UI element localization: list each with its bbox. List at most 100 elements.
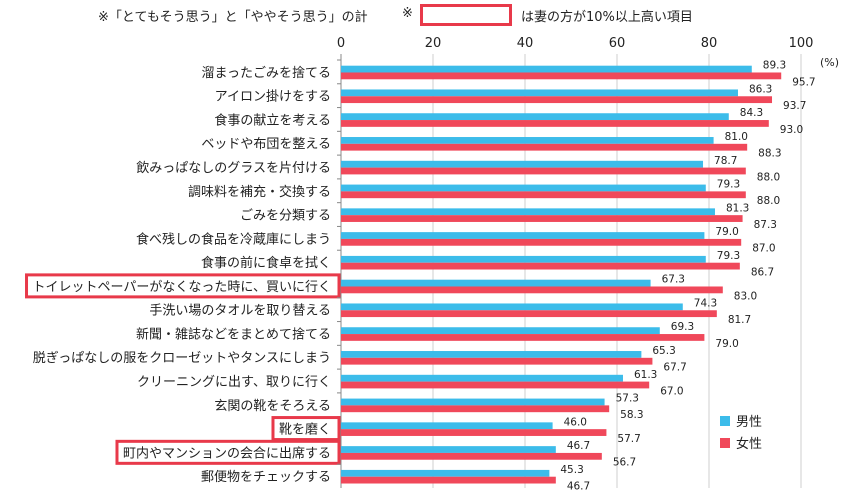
category-label: クリーニングに出す、取りに行く: [137, 375, 331, 390]
data-label-male: 81.0: [725, 131, 748, 143]
data-label-female: 87.0: [752, 243, 775, 255]
data-label-female: 79.0: [715, 338, 738, 350]
data-label-female: 83.0: [734, 290, 757, 302]
category-label: 食べ残しの食品を冷蔵庫にしまう: [136, 231, 331, 247]
bar-female: [341, 452, 602, 460]
bar-female: [341, 96, 773, 104]
category-label: 玄関の靴をそろえる: [214, 399, 331, 414]
bar-female: [341, 357, 653, 365]
category-label: 脱ぎっぱなしの服をクローゼットやタンスにしまう: [33, 351, 331, 366]
data-label-female: 67.0: [660, 385, 683, 397]
footnote-highlight-text: は妻の方が10%以上高い項目: [521, 10, 693, 25]
data-label-female: 95.7: [792, 76, 815, 88]
bar-male: [341, 351, 642, 358]
data-label-female: 88.0: [757, 195, 780, 207]
data-label-female: 58.3: [620, 409, 643, 421]
category-label: 食事の前に食卓を拭く: [201, 255, 331, 271]
data-label-female: 88.0: [757, 171, 780, 183]
bar-female: [341, 429, 607, 436]
bar-male: [341, 89, 738, 97]
bar-male: [341, 113, 729, 121]
highlight-box: [271, 416, 341, 442]
data-label-male: 89.3: [763, 60, 786, 72]
data-label-male: 65.3: [652, 345, 675, 357]
bar-female: [341, 476, 556, 484]
data-label-male: 45.3: [560, 464, 583, 476]
data-label-female: 81.7: [728, 314, 751, 326]
bar-female: [341, 72, 782, 80]
data-label-male: 79.3: [717, 179, 740, 191]
data-label-male: 57.3: [616, 393, 639, 405]
data-label-female: 67.7: [663, 362, 686, 374]
data-label-female: 56.7: [613, 457, 636, 469]
data-label-male: 86.3: [749, 83, 772, 95]
bar-male: [341, 279, 651, 287]
category-label: ごみを分類する: [240, 208, 331, 224]
bar-male: [341, 232, 705, 239]
category-label: 靴を磨く: [279, 423, 331, 438]
data-label-male: 46.7: [567, 440, 590, 452]
bar-female: [341, 310, 717, 318]
x-tick-label: 100: [789, 36, 814, 51]
bar-female: [341, 215, 743, 222]
bar-male: [341, 184, 706, 192]
bar-female: [341, 262, 740, 270]
footnote-sum: ※「とてもそう思う」と「ややそう思う」の計: [98, 10, 368, 25]
bar-male: [341, 374, 623, 382]
data-label-male: 61.3: [634, 369, 657, 381]
data-label-female: 93.0: [780, 124, 803, 136]
bar-male: [341, 137, 714, 144]
data-label-male: 84.3: [740, 107, 763, 119]
x-tick-label: 40: [517, 36, 534, 51]
category-label: 町内やマンションの会合に出席する: [123, 445, 331, 461]
data-label-female: 57.7: [617, 433, 640, 445]
highlight-box: [25, 273, 341, 299]
data-label-female: 46.7: [567, 481, 590, 492]
bar-female: [341, 191, 746, 199]
bar-male: [341, 255, 706, 263]
bar-female: [341, 405, 610, 413]
category-label: 食事の献立を考える: [214, 112, 331, 128]
category-label: 新聞・雑誌などをまとめて捨てる: [136, 326, 331, 342]
x-tick-label: 80: [701, 36, 718, 51]
bar-female: [341, 334, 705, 341]
category-label: 郵便物をチェックする: [201, 470, 331, 485]
bar-male: [341, 446, 556, 453]
bar-female: [341, 167, 746, 175]
bar-female: [341, 381, 650, 389]
data-label-male: 46.0: [564, 416, 587, 428]
bar-male: [341, 422, 553, 430]
category-label: 手洗い場のタオルを取り替える: [149, 304, 331, 319]
data-label-female: 86.7: [751, 267, 774, 279]
data-label-male: 69.3: [671, 321, 694, 333]
bar-male: [341, 65, 752, 73]
category-label: 溜まったごみを捨てる: [202, 65, 331, 81]
data-label-female: 87.3: [754, 219, 777, 231]
bar-female: [341, 286, 723, 294]
legend-label: 男性: [736, 415, 762, 430]
bar-female: [341, 120, 769, 127]
legend-swatch: [720, 416, 730, 426]
category-label: ベッドや布団を整える: [201, 137, 331, 152]
bar-male: [341, 208, 715, 216]
bar-female: [341, 238, 742, 246]
bar-male: [341, 303, 683, 311]
data-label-male: 79.3: [717, 250, 740, 262]
data-label-male: 81.3: [726, 202, 749, 214]
bar-female: [341, 143, 748, 151]
bar-male: [341, 327, 660, 335]
data-label-male: 79.0: [715, 226, 738, 238]
category-label: トイレットペーパーがなくなった時に、買いに行く: [33, 280, 331, 295]
legend-label: 女性: [736, 436, 762, 452]
data-label-female: 93.7: [783, 100, 806, 112]
unit-label: (%): [820, 56, 839, 69]
footnote-mark: ※: [402, 6, 413, 21]
x-tick-label: 20: [425, 36, 442, 51]
data-label-male: 67.3: [662, 274, 685, 286]
data-label-male: 74.3: [694, 297, 717, 309]
x-tick-label: 60: [609, 36, 626, 51]
legend-swatch: [720, 438, 730, 448]
bar-male: [341, 398, 605, 406]
data-label-male: 78.7: [714, 155, 737, 167]
